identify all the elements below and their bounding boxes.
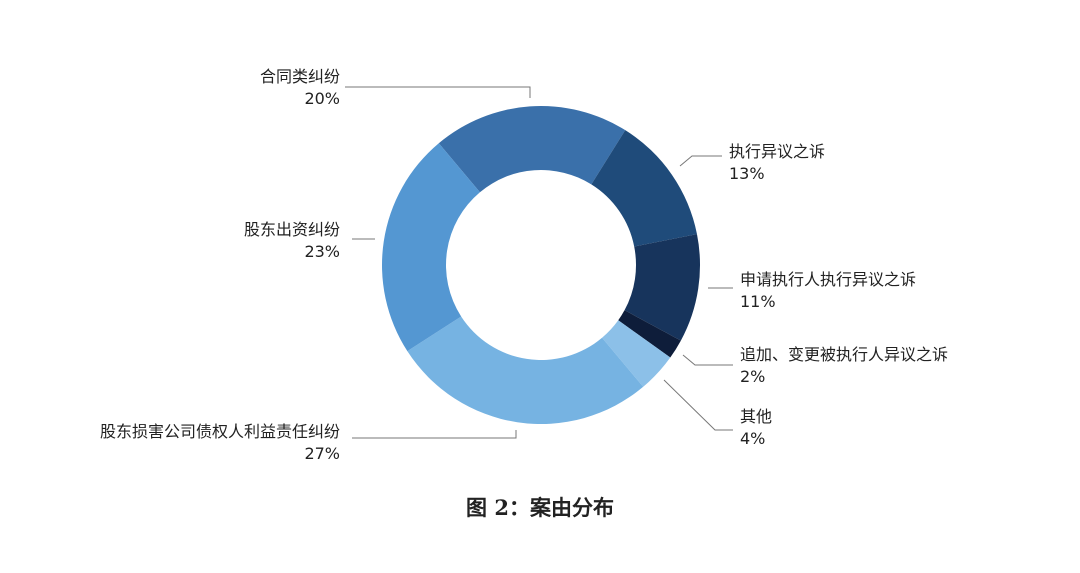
leader-line-0: [345, 86, 531, 98]
leader-line-3: [682, 354, 733, 366]
leader-line-5: [352, 430, 517, 439]
label-shareholder-harm: 股东损害公司债权人利益责任纠纷 27%: [99, 422, 340, 463]
label-shareholder-capital: 股东出资纠纷 23%: [243, 220, 340, 261]
slice-3: [618, 310, 681, 358]
slice-6: [382, 143, 480, 352]
chart-title: 图 2：案由分布: [466, 495, 614, 520]
label-applicant-objection: 申请执行人执行异议之诉 11%: [740, 270, 917, 311]
slice-2: [624, 234, 700, 341]
label-contract: 合同类纠纷 20%: [259, 67, 340, 108]
slice-0: [438, 106, 626, 193]
slice-1: [591, 130, 697, 247]
leader-line-1: [679, 155, 722, 167]
label-execution-objection: 执行异议之诉 13%: [729, 142, 826, 183]
label-add-change: 追加、变更被执行人异议之诉 2%: [740, 345, 949, 386]
label-other: 其他 4%: [740, 407, 773, 448]
leader-line-4: [663, 379, 733, 431]
slice-5: [407, 316, 644, 425]
slice-4: [602, 320, 671, 387]
